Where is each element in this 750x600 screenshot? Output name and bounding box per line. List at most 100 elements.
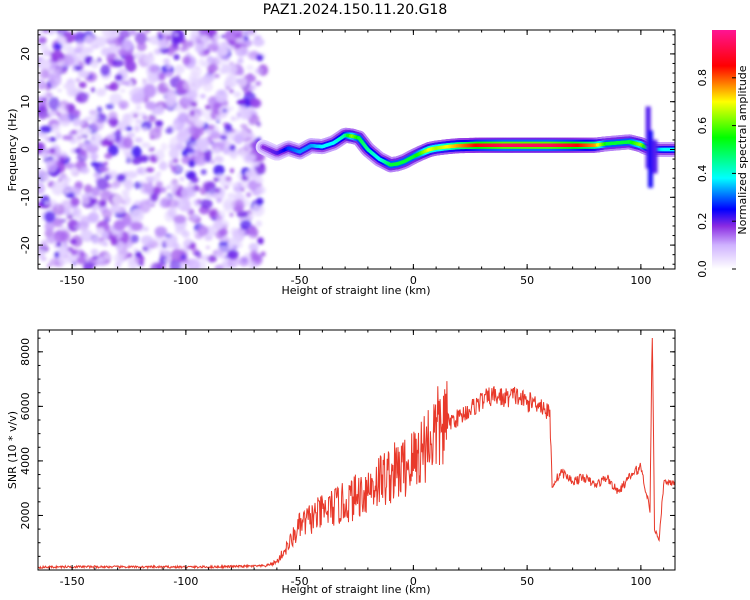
noise-speckle [194, 155, 207, 166]
noise-speckle [220, 34, 226, 39]
noise-speckle [103, 161, 108, 166]
noise-speckle [222, 146, 230, 155]
noise-speckle [233, 199, 245, 213]
noise-speckle [173, 33, 179, 37]
y-tick-label: 0 [19, 146, 32, 153]
noise-speckle [124, 81, 130, 86]
noise-speckle [210, 130, 217, 135]
noise-speckle [100, 189, 112, 202]
noise-speckle [223, 197, 236, 210]
noise-speckle [187, 258, 201, 269]
noise-speckle [79, 166, 90, 174]
noise-speckle [245, 40, 252, 46]
noise-speckle [169, 259, 181, 269]
noise-speckle [81, 195, 90, 205]
noise-speckle [244, 133, 257, 142]
noise-speckle [136, 167, 144, 175]
noise-speckle [100, 239, 108, 246]
y-tick-label: 20 [19, 47, 32, 61]
noise-speckle [206, 55, 214, 64]
noise-speckle [229, 144, 236, 151]
noise-speckle [69, 239, 77, 245]
noise-speckle [49, 147, 56, 152]
noise-speckle [88, 109, 98, 116]
noise-speckle [111, 194, 122, 206]
noise-speckle [106, 170, 119, 179]
noise-speckle [46, 233, 57, 244]
noise-speckle [174, 64, 185, 74]
noise-speckle [94, 45, 99, 49]
noise-speckle [117, 49, 128, 57]
noise-speckle [222, 108, 228, 113]
noise-speckle [90, 152, 99, 161]
noise-speckle [45, 85, 51, 91]
noise-speckle [213, 34, 221, 40]
noise-speckle [108, 111, 118, 122]
snr-x-ticks: -150 -100 -50 0 50 100 [48, 330, 665, 588]
x-tick-label: -100 [173, 575, 198, 588]
x-tick-label: 50 [520, 274, 534, 287]
noise-speckle [38, 182, 46, 195]
noise-speckle [162, 30, 172, 36]
noise-speckle [101, 208, 113, 219]
noise-speckle [53, 202, 60, 208]
noise-speckle [41, 239, 48, 247]
noise-speckle [80, 149, 87, 156]
noise-speckle [77, 70, 90, 78]
noise-speckle [131, 208, 144, 223]
noise-speckle [130, 234, 140, 244]
noise-speckle [78, 81, 87, 89]
noise-speckle [46, 159, 58, 173]
noise-speckle [44, 220, 55, 233]
noise-speckle [214, 54, 225, 66]
noise-speckle [158, 161, 168, 171]
noise-speckle [121, 189, 130, 197]
noise-speckle [57, 89, 62, 92]
chart-title: PAZ1.2024.150.11.20.G18 [263, 2, 448, 18]
noise-speckle [104, 84, 110, 90]
noise-speckle [203, 49, 210, 56]
noise-speckle [121, 113, 134, 126]
noise-speckle [181, 230, 190, 238]
noise-speckle [56, 30, 68, 36]
noise-speckle [62, 181, 69, 188]
noise-speckle [44, 201, 49, 205]
noise-speckle [142, 115, 148, 121]
noise-speckle [80, 229, 93, 240]
noise-speckle [51, 84, 57, 89]
noise-speckle [210, 160, 215, 164]
noise-speckle [91, 263, 96, 268]
noise-speckle [187, 208, 195, 217]
colorbar-tick-label: 0.2 [696, 212, 709, 230]
y-tick-label: 8000 [19, 338, 32, 366]
snr-y-ticks: 2000 4000 6000 8000 [19, 337, 675, 571]
noise-speckle [155, 149, 165, 161]
noise-speckle [92, 208, 97, 212]
noise-speckle [107, 53, 112, 57]
noise-speckle [145, 167, 155, 173]
noise-speckle [224, 124, 233, 134]
noise-speckle [193, 230, 199, 236]
y-tick-label: -10 [19, 188, 32, 206]
colorbar-tick-label: 0.6 [696, 117, 709, 135]
noise-speckle [255, 185, 266, 195]
noise-speckle [72, 261, 77, 266]
noise-speckle [244, 170, 255, 178]
noise-speckle [214, 264, 224, 269]
noise-speckle [55, 132, 62, 140]
noise-speckle [253, 255, 261, 262]
noise-speckle [159, 248, 166, 254]
noise-speckle [109, 93, 123, 105]
noise-speckle [154, 226, 168, 237]
noise-speckle [202, 73, 215, 83]
noise-speckle [202, 61, 209, 68]
noise-speckle [233, 133, 244, 145]
noise-speckle [111, 119, 119, 125]
noise-speckle [91, 235, 100, 245]
noise-speckle [200, 34, 211, 43]
noise-speckle [148, 114, 157, 123]
noise-speckle [114, 136, 122, 143]
noise-speckle [133, 124, 141, 133]
noise-speckle [71, 68, 76, 72]
noise-speckle [96, 106, 103, 113]
